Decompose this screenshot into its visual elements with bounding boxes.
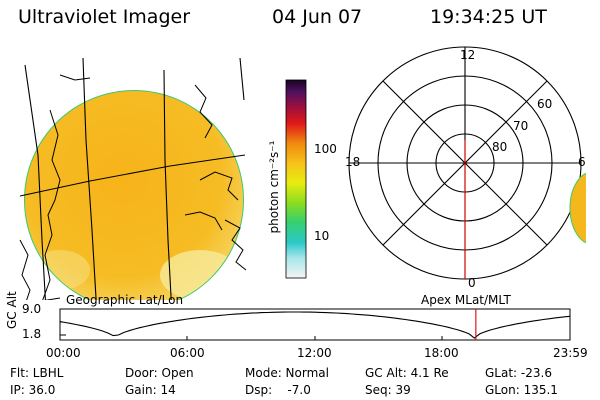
- colorbar-tick-100: 100: [314, 142, 337, 156]
- time-label: 19:34:25 UT: [430, 6, 547, 28]
- color-bar: [285, 79, 307, 279]
- app-title: Ultraviolet Imager: [18, 6, 191, 28]
- x-tick-2359: 23:59: [553, 346, 588, 360]
- info-glat: GLat: -23.6: [485, 366, 552, 380]
- mlt-label-18: 18: [345, 155, 361, 169]
- info-flt: Flt: LBHL: [10, 366, 64, 380]
- geo-panel-label: Geographic Lat/Lon: [66, 293, 184, 307]
- mlt-label-0: 0: [468, 276, 476, 290]
- info-ip: IP: 36.0: [10, 383, 56, 397]
- info-door: Door: Open: [125, 366, 194, 380]
- x-tick-0000: 00:00: [46, 346, 81, 360]
- colorbar-tick-10: 10: [314, 229, 330, 243]
- polar-earth-edge: [569, 172, 586, 244]
- geo-grid: [19, 57, 246, 300]
- earth-image-panel: [19, 57, 247, 300]
- info-gain: Gain: 14: [125, 383, 176, 397]
- earth-disk: [25, 91, 243, 300]
- x-tick-1800: 18:00: [424, 346, 459, 360]
- date-label: 04 Jun 07: [272, 6, 363, 28]
- x-tick-0600: 06:00: [170, 346, 205, 360]
- polar-plot: [348, 46, 586, 280]
- alt-tick-min: 1.8: [22, 327, 42, 341]
- alt-tick-max: 9.0: [22, 302, 42, 316]
- mlt-label-12: 12: [460, 48, 476, 62]
- info-glon: GLon: 135.1: [485, 383, 558, 397]
- apex-panel-label: Apex MLat/MLT: [421, 293, 511, 307]
- x-tick-1200: 12:00: [297, 346, 332, 360]
- lat-label-70: 70: [513, 119, 529, 133]
- info-seq: Seq: 39: [365, 383, 411, 397]
- altitude-curve: [59, 311, 571, 339]
- altplot-ylabel: GC Alt: [5, 291, 19, 329]
- altitude-plot: [59, 308, 571, 341]
- colorbar-unit-label: photon cm⁻²s⁻¹: [267, 140, 281, 234]
- info-mode: Mode: Normal: [245, 366, 329, 380]
- lat-label-60: 60: [537, 97, 553, 111]
- info-dsp: Dsp: -7.0: [245, 383, 311, 397]
- mlt-label-6: 6: [578, 155, 586, 169]
- info-gc-alt: GC Alt: 4.1 Re: [365, 366, 449, 380]
- coastlines: [19, 74, 247, 300]
- lat-label-80: 80: [492, 140, 508, 154]
